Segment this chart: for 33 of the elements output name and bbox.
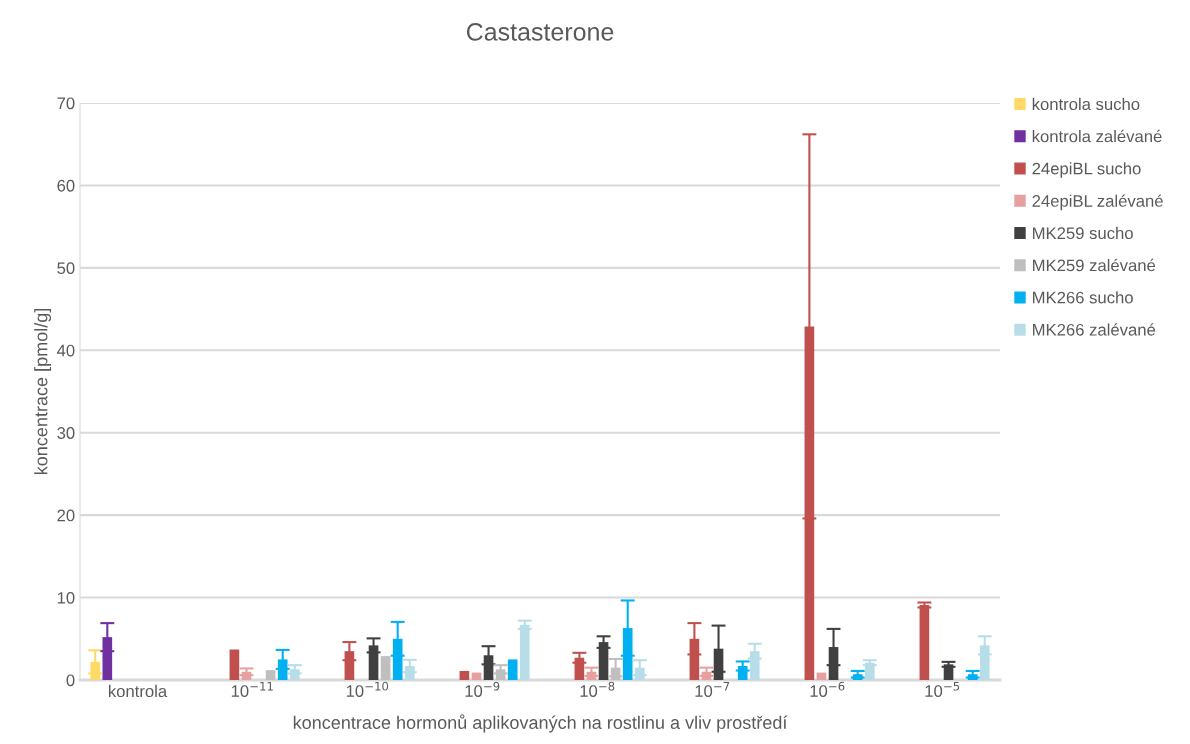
legend-label: MK259 sucho <box>1033 226 1133 240</box>
chart-title: Castasterone <box>466 23 614 41</box>
y-axis-title: koncentrace [pmol/g] <box>34 308 52 475</box>
x-axis-title: koncentrace hormonů aplikovaných na rostlinu a vliv prostředí <box>293 714 788 733</box>
legend-label: MK266 sucho <box>1033 291 1133 304</box>
bar <box>507 659 518 680</box>
y-tick-label: 20 <box>57 509 75 522</box>
legend-label: kontrola sucho <box>1032 97 1140 111</box>
y-tick-label: 10 <box>57 591 75 604</box>
bar <box>459 670 470 680</box>
x-tick-label: 10$^{−11}$ <box>231 681 273 697</box>
legend-label: 24epiBL sucho <box>1032 162 1141 178</box>
x-tick-label: kontrola <box>108 684 168 698</box>
y-tick-label: 70 <box>57 97 75 110</box>
x-tick-label: 10$^{−5}$ <box>925 681 960 697</box>
bar <box>265 670 276 680</box>
y-tick-label: 40 <box>56 344 75 357</box>
legend-label: MK266 zalévané <box>1033 323 1156 336</box>
x-tick-label: 10$^{−10}$ <box>346 681 389 697</box>
y-tick-label: 60 <box>57 179 75 192</box>
y-tick-label: 50 <box>57 262 75 275</box>
x-tick-label: 10$^{−9}$ <box>465 681 500 697</box>
x-tick-label: 10$^{−8}$ <box>580 681 615 697</box>
legend-label: MK259 zalévané <box>1033 258 1156 272</box>
y-tick-label: 30 <box>57 427 75 439</box>
x-tick-label: 10$^{−7}$ <box>695 681 730 697</box>
bar <box>229 649 240 680</box>
x-tick-label: 10$^{−6}$ <box>810 681 845 697</box>
bar <box>380 656 391 680</box>
legend-label: kontrola zalévané <box>1032 129 1162 143</box>
legend-label: 24epiBL zalévané <box>1032 194 1163 211</box>
y-tick-label: 0 <box>66 674 75 687</box>
bar <box>519 624 530 680</box>
